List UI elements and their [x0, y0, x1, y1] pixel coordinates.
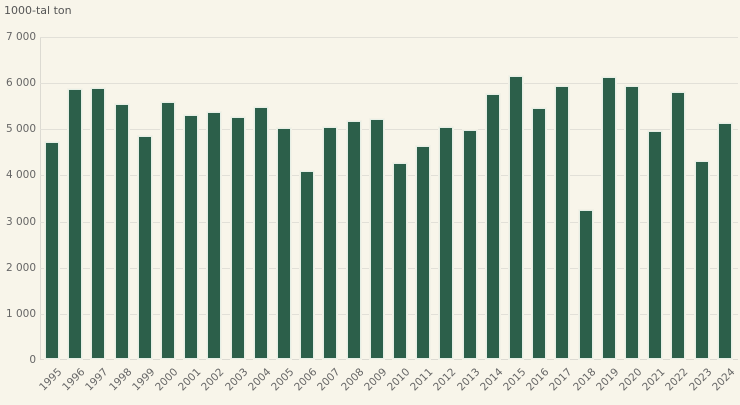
x-tick-label: 1997 — [83, 366, 111, 394]
y-tick-label: 7 000 — [5, 31, 36, 43]
x-tick-label: 2009 — [361, 366, 390, 394]
bar-2023[interactable] — [693, 159, 710, 360]
bar-2010[interactable] — [392, 161, 408, 360]
x-tick-label: 1998 — [106, 366, 135, 394]
bar-2000[interactable] — [160, 100, 176, 360]
x-tick-label: 2005 — [269, 366, 297, 394]
x-tick-label: 2015 — [501, 366, 529, 394]
x-tick-label: 2013 — [454, 366, 483, 394]
y-tick-label: 3 000 — [5, 215, 36, 228]
bar-2015[interactable] — [508, 74, 524, 360]
y-axis-unit-label: 1000-tal ton — [4, 4, 72, 17]
gridline — [40, 175, 738, 177]
gridline — [40, 37, 738, 38]
x-tick-label: 2008 — [338, 366, 367, 394]
bar-2017[interactable] — [554, 84, 571, 360]
bar-2021[interactable] — [647, 129, 664, 360]
y-tick-label: 2 000 — [5, 261, 36, 274]
bar-2007[interactable] — [322, 125, 339, 360]
x-tick-label: 2006 — [292, 366, 320, 394]
bar-1996[interactable] — [67, 88, 84, 360]
bar-2020[interactable] — [624, 84, 640, 360]
x-tick-label: 2014 — [477, 366, 506, 394]
bar-2013[interactable] — [461, 129, 478, 360]
x-tick-label: 2018 — [570, 366, 599, 394]
x-tick-label: 2010 — [385, 366, 413, 394]
x-tick-label: 2000 — [153, 366, 181, 394]
bar-2005[interactable] — [276, 126, 292, 360]
bar-2018[interactable] — [577, 209, 594, 360]
bar-2014[interactable] — [484, 93, 501, 360]
x-tick-label: 2022 — [663, 366, 691, 394]
bar-2009[interactable] — [368, 117, 385, 360]
x-tick-label: 2011 — [408, 366, 436, 394]
x-tick-label: 2017 — [547, 366, 575, 394]
bar-2004[interactable] — [252, 105, 269, 360]
x-tick-label: 2004 — [245, 366, 274, 394]
x-tick-label: 2003 — [222, 366, 251, 394]
plot-area — [40, 37, 738, 360]
bar-2022[interactable] — [670, 91, 687, 360]
bar-2011[interactable] — [415, 145, 432, 360]
x-tick-label: 1996 — [60, 366, 88, 394]
x-tick-label: 2024 — [709, 366, 738, 394]
bar-2008[interactable] — [345, 120, 362, 360]
bar-1999[interactable] — [136, 134, 153, 360]
y-tick-label: 6 000 — [5, 77, 36, 90]
gridline — [40, 267, 738, 269]
gridline — [40, 313, 738, 315]
x-tick-label: 2016 — [524, 366, 552, 394]
bar-2012[interactable] — [438, 125, 455, 360]
y-tick-label: 1 000 — [5, 307, 36, 320]
bar-2001[interactable] — [183, 113, 200, 360]
gridline — [40, 83, 738, 85]
y-tick-label: 5 000 — [5, 123, 36, 136]
x-tick-label: 2012 — [431, 366, 459, 394]
x-tick-label: 2019 — [593, 366, 622, 394]
x-tick-label: 2001 — [176, 366, 204, 394]
bar-2019[interactable] — [600, 75, 617, 360]
y-axis-line — [40, 37, 41, 360]
bar-2024[interactable] — [716, 121, 733, 360]
x-axis-line — [40, 359, 738, 360]
bar-2003[interactable] — [229, 115, 246, 360]
x-tick-label: 1995 — [37, 366, 65, 394]
bar-2016[interactable] — [531, 106, 548, 360]
y-tick-label: 0 — [29, 354, 36, 366]
bar-1995[interactable] — [44, 141, 60, 360]
bar-2006[interactable] — [299, 169, 316, 360]
x-tick-label: 2002 — [199, 366, 227, 394]
bar-2002[interactable] — [206, 110, 223, 360]
x-tick-label: 1999 — [129, 366, 158, 394]
bar-1997[interactable] — [90, 86, 107, 360]
gridline — [40, 129, 738, 131]
y-tick-label: 4 000 — [5, 169, 36, 182]
x-tick-label: 2023 — [686, 366, 715, 394]
gridline — [40, 221, 738, 223]
x-tick-label: 2020 — [617, 366, 645, 394]
bar-1998[interactable] — [113, 103, 130, 360]
x-tick-label: 2007 — [315, 366, 343, 394]
x-tick-label: 2021 — [640, 366, 668, 394]
